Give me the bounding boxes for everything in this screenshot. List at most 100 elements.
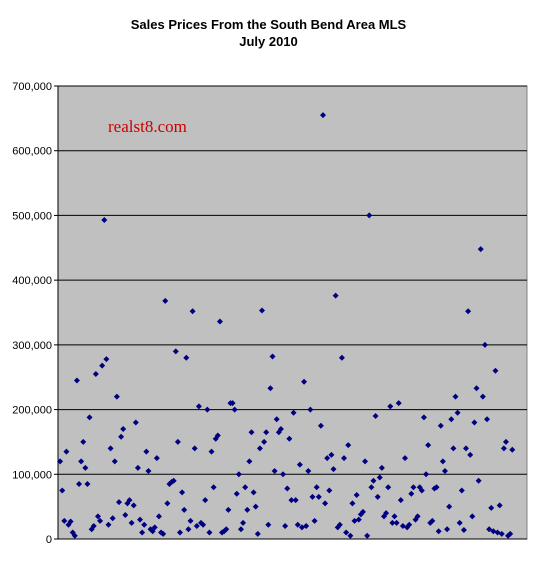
data-point (311, 517, 318, 524)
data-point (305, 468, 312, 475)
data-point (479, 393, 486, 400)
data-point (185, 526, 192, 533)
data-point (193, 523, 200, 530)
data-point (105, 521, 112, 528)
data-point (151, 524, 158, 531)
data-point (391, 513, 398, 520)
data-points (57, 112, 516, 539)
axis-lines (57, 86, 527, 540)
y-tick-label: 500,000 (12, 210, 52, 222)
data-point (118, 433, 125, 440)
data-point (195, 403, 202, 410)
data-point (345, 442, 352, 449)
data-point (471, 419, 478, 426)
data-point (254, 530, 261, 537)
data-point (145, 468, 152, 475)
data-point (155, 513, 162, 520)
data-point (242, 484, 249, 491)
data-point (273, 416, 280, 423)
data-point (347, 532, 354, 539)
data-point (103, 356, 110, 363)
data-point (256, 445, 263, 452)
y-tick-label: 400,000 (12, 275, 52, 287)
data-point (402, 455, 409, 462)
data-point (101, 216, 108, 223)
data-point (395, 400, 402, 407)
data-point (296, 461, 303, 468)
data-point (179, 489, 186, 496)
data-point (460, 526, 467, 533)
data-point (122, 512, 129, 519)
data-point (84, 480, 91, 487)
data-point (355, 516, 362, 523)
data-point (202, 497, 209, 504)
data-point (214, 432, 221, 439)
data-point (439, 458, 446, 465)
data-point (383, 510, 390, 517)
data-point (349, 500, 356, 507)
data-point (259, 307, 266, 314)
data-point (441, 468, 448, 475)
data-point (397, 497, 404, 504)
data-point (237, 526, 244, 533)
data-point (450, 445, 457, 452)
data-point (235, 471, 242, 478)
data-point (67, 518, 74, 525)
data-point (153, 455, 160, 462)
data-point (246, 458, 253, 465)
data-point (330, 466, 337, 473)
data-point (486, 526, 493, 533)
data-point (420, 414, 427, 421)
data-point (456, 519, 463, 526)
y-tick-label: 200,000 (12, 405, 52, 417)
data-point (92, 370, 99, 377)
data-point (113, 393, 120, 400)
data-point (303, 523, 310, 530)
data-point (181, 506, 188, 513)
data-point (492, 367, 499, 374)
data-point (408, 490, 415, 497)
data-point (271, 468, 278, 475)
data-point (290, 409, 297, 416)
data-point (448, 416, 455, 423)
y-tick-label: 600,000 (12, 146, 52, 158)
data-point (137, 516, 144, 523)
data-point (353, 491, 360, 498)
data-point (134, 464, 141, 471)
data-point (317, 422, 324, 429)
chart-subtitle-line: July 2010 (239, 34, 298, 49)
data-point (496, 502, 503, 509)
data-point (189, 308, 196, 315)
data-point (261, 438, 268, 445)
data-point (120, 425, 127, 432)
data-point (343, 529, 350, 536)
data-point (109, 515, 116, 522)
y-tick-label: 0 (46, 534, 52, 546)
data-point (294, 521, 301, 528)
y-axis-ticks: 0 100,000 200,000 300,000 400,000 500,000 600,… (12, 81, 58, 546)
y-tick-label: 700,000 (12, 81, 52, 93)
data-point (324, 455, 331, 462)
data-point (139, 529, 146, 536)
data-point (162, 297, 169, 304)
data-point (176, 529, 183, 536)
data-point (389, 519, 396, 526)
chart-title-line: Sales Prices From the South Bend Area ML… (130, 17, 407, 32)
data-point (187, 517, 194, 524)
data-point (124, 500, 131, 507)
data-point (370, 477, 377, 484)
data-point (97, 517, 104, 524)
data-point (61, 517, 68, 524)
data-point (477, 246, 484, 253)
data-point (374, 493, 381, 500)
data-point (172, 348, 179, 355)
data-point (475, 477, 482, 484)
data-point (252, 503, 259, 510)
data-point (229, 400, 236, 407)
data-point (128, 519, 135, 526)
data-point (160, 530, 167, 537)
data-point (277, 425, 284, 432)
data-point (90, 523, 97, 530)
data-point (435, 528, 442, 535)
